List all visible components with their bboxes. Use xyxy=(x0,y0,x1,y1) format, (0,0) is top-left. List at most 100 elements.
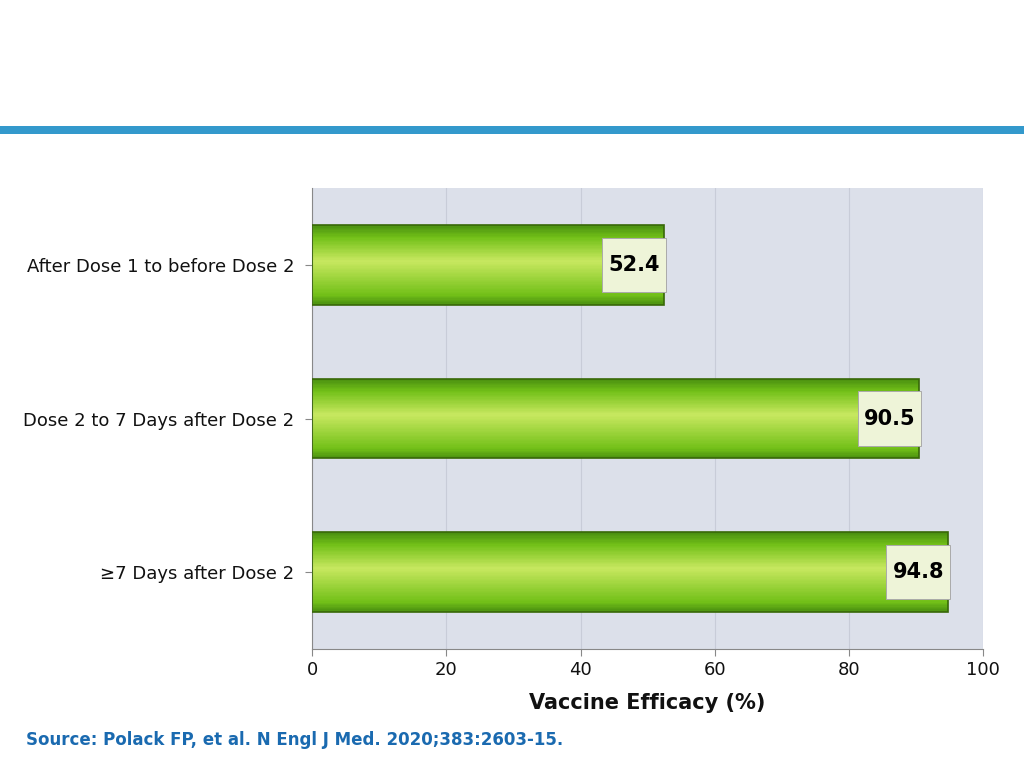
Bar xyxy=(312,433,920,435)
Text: Vaccine Efficacy Throughout Study, Modified-Intention-to-Treat Analysis: Vaccine Efficacy Throughout Study, Modif… xyxy=(26,81,970,107)
Bar xyxy=(312,558,948,559)
Bar xyxy=(312,230,664,232)
Bar xyxy=(312,406,920,408)
Bar xyxy=(312,384,920,386)
Bar xyxy=(312,292,664,293)
Bar xyxy=(312,287,664,289)
Bar xyxy=(312,596,948,598)
Bar xyxy=(312,583,948,584)
Bar xyxy=(312,283,664,285)
Bar xyxy=(312,572,948,574)
Bar xyxy=(312,441,920,442)
Bar xyxy=(312,249,664,250)
Bar xyxy=(312,411,920,412)
Bar xyxy=(312,303,664,305)
Bar xyxy=(312,564,948,565)
Bar xyxy=(312,457,920,458)
Bar xyxy=(312,603,948,604)
Bar xyxy=(312,267,664,269)
Bar xyxy=(312,399,920,400)
Bar xyxy=(312,576,948,578)
Bar xyxy=(312,236,664,237)
Bar xyxy=(312,446,920,448)
Bar xyxy=(312,560,948,561)
Bar xyxy=(312,610,948,611)
Bar xyxy=(312,225,664,227)
Bar xyxy=(312,276,664,277)
Bar xyxy=(312,245,664,247)
Bar xyxy=(312,409,920,411)
Bar xyxy=(312,237,664,238)
Bar xyxy=(312,416,920,417)
Bar xyxy=(312,381,920,382)
Bar xyxy=(312,380,920,381)
Bar xyxy=(312,258,664,260)
Bar xyxy=(312,543,948,545)
Bar xyxy=(312,247,664,249)
Bar xyxy=(312,540,948,541)
Bar xyxy=(312,270,664,272)
Bar xyxy=(312,429,920,431)
Bar xyxy=(312,426,920,428)
FancyBboxPatch shape xyxy=(602,238,666,292)
Bar xyxy=(312,559,948,560)
Bar xyxy=(312,436,920,437)
Bar xyxy=(312,455,920,456)
Bar xyxy=(312,274,664,276)
Bar xyxy=(312,229,664,230)
Bar xyxy=(312,550,948,551)
Bar xyxy=(312,269,664,270)
Bar xyxy=(312,580,948,581)
Bar xyxy=(312,539,948,540)
Bar xyxy=(312,592,948,594)
Bar xyxy=(312,561,948,563)
Bar xyxy=(312,588,948,590)
Bar xyxy=(312,261,664,263)
Bar xyxy=(312,277,664,278)
Bar xyxy=(312,257,664,258)
Bar xyxy=(312,579,948,580)
Text: 94.8: 94.8 xyxy=(893,562,944,582)
Bar xyxy=(312,393,920,395)
Bar xyxy=(312,547,948,548)
Bar xyxy=(312,604,948,605)
Bar xyxy=(312,601,948,603)
Bar xyxy=(312,449,920,451)
Bar xyxy=(312,538,948,539)
Bar xyxy=(312,420,920,421)
Bar xyxy=(312,273,664,274)
Bar xyxy=(312,581,948,583)
Bar xyxy=(312,382,920,384)
Bar xyxy=(312,545,948,547)
Bar xyxy=(312,413,920,415)
Bar xyxy=(312,260,664,261)
Bar xyxy=(312,278,664,280)
Bar xyxy=(312,556,948,558)
Bar xyxy=(312,281,664,283)
FancyBboxPatch shape xyxy=(887,545,950,599)
Bar xyxy=(312,608,948,610)
Bar xyxy=(312,297,664,298)
Bar xyxy=(312,419,920,420)
Bar xyxy=(312,227,664,229)
Bar xyxy=(312,290,664,292)
Bar xyxy=(312,400,920,401)
Bar xyxy=(312,431,920,432)
Bar xyxy=(312,253,664,254)
Bar xyxy=(312,232,664,233)
Bar xyxy=(312,404,920,406)
Bar xyxy=(312,571,948,572)
Bar xyxy=(312,402,920,404)
Bar xyxy=(312,388,920,389)
Bar xyxy=(312,234,664,236)
Bar xyxy=(312,241,664,243)
Bar xyxy=(312,567,948,568)
Bar xyxy=(312,607,948,608)
Bar xyxy=(312,386,920,388)
Bar xyxy=(312,440,920,441)
Bar xyxy=(312,395,920,396)
Bar xyxy=(312,391,920,392)
Bar xyxy=(312,563,948,564)
Bar xyxy=(312,578,948,579)
Bar xyxy=(312,570,948,571)
